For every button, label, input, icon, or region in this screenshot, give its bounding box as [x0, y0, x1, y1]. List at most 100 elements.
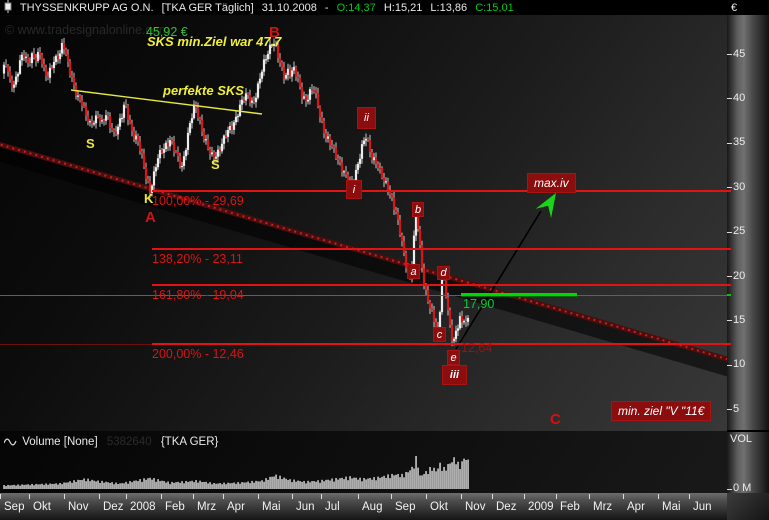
wave-box-iii[interactable]: iii: [442, 365, 467, 385]
month-label: Dez: [103, 501, 124, 513]
price-tick-label: 10: [733, 358, 746, 371]
fib-line[interactable]: [152, 284, 727, 287]
price-pane: [0, 15, 727, 431]
level-mark-tick: [727, 342, 731, 345]
fib-line[interactable]: [152, 189, 727, 192]
month-label: Feb: [165, 501, 185, 513]
sks-target-text[interactable]: SKS min.Ziel war 47,7: [147, 34, 282, 49]
wave-box-a[interactable]: a: [407, 264, 420, 279]
fib-label[interactable]: 138,20% - 23,11: [152, 251, 243, 266]
level-mark-tick: [727, 294, 731, 297]
month-label: 2009: [528, 501, 554, 513]
price-tick: [727, 409, 732, 411]
month-tick: [161, 494, 162, 499]
price-axis[interactable]: 5 10 15 20 25 30 35 40 45: [727, 0, 769, 493]
month-label: Okt: [33, 501, 51, 513]
price-tick: [727, 98, 732, 100]
volume-zero-tick: [727, 489, 732, 490]
volume-zero-label: 0 M: [733, 482, 752, 494]
month-label: Sep: [395, 501, 416, 513]
fib-label[interactable]: 200,00% - 12,46: [152, 346, 244, 361]
close-value: C:15,01: [475, 2, 514, 14]
fib-line[interactable]: [152, 247, 727, 250]
month-tick: [658, 494, 659, 499]
wave-box-d[interactable]: d: [437, 266, 450, 280]
open-value: O:14,37: [336, 2, 376, 14]
month-tick: [321, 494, 322, 499]
month-tick: [126, 494, 127, 499]
marker-letter-s[interactable]: S: [86, 136, 95, 151]
axis-corner: [727, 493, 769, 520]
level-mark-tick: [727, 284, 731, 287]
level-mark-tick: [727, 189, 731, 192]
price-tick-label: 40: [733, 91, 746, 104]
min-target-box[interactable]: min. ziel "V "11€: [611, 401, 712, 421]
month-label: Jun: [693, 501, 712, 513]
green-level-line[interactable]: [0, 295, 727, 297]
month-tick: [99, 494, 100, 499]
marker-letter-s[interactable]: S: [211, 157, 220, 172]
month-tick: [492, 494, 493, 499]
fib-label[interactable]: 100,00% - 29,69: [152, 193, 244, 208]
price-tick-label: 20: [733, 269, 746, 282]
month-label: Mrz: [197, 501, 217, 513]
month-tick: [64, 494, 65, 499]
volume-symbol: {TKA GER}: [160, 436, 219, 448]
month-tick: [258, 494, 259, 499]
month-tick: [193, 494, 194, 499]
wave-box-e[interactable]: e: [447, 350, 460, 365]
month-tick: [524, 494, 525, 499]
price-tick-label: 30: [733, 180, 746, 193]
month-label: Dez: [496, 501, 517, 513]
month-tick: [623, 494, 624, 499]
month-label: Okt: [430, 501, 448, 513]
fib-line[interactable]: [152, 342, 727, 345]
month-tick: [461, 494, 462, 499]
month-label: Nov: [68, 501, 89, 513]
month-label: Apr: [227, 501, 245, 513]
month-tick: [358, 494, 359, 499]
wave-box-i[interactable]: i: [346, 180, 362, 199]
month-label: Apr: [627, 501, 645, 513]
volume-axis-label: VOL: [730, 433, 753, 445]
price-tick: [727, 187, 732, 189]
high-price-label[interactable]: 45,92 €: [146, 25, 188, 39]
month-tick: [426, 494, 427, 499]
axis-divider: [727, 430, 769, 432]
wave-box-ii[interactable]: ii: [357, 107, 376, 129]
month-label: Jun: [296, 501, 315, 513]
low-price-label[interactable]: 12,64: [461, 341, 493, 355]
max-iv-box[interactable]: max.iv: [527, 173, 576, 193]
marker-letter-c[interactable]: C: [550, 411, 561, 428]
volume-header: Volume [None] 5382640 {TKA GER}: [3, 436, 404, 450]
time-axis[interactable]: Sep Okt Nov Dez 2008 Feb Mrz Apr Mai Jun Jul Aug Sep…: [0, 493, 727, 520]
marker-letter-b[interactable]: B: [269, 24, 280, 41]
month-label: Aug: [362, 501, 383, 513]
volume-indicator-label[interactable]: Volume [None]: [22, 436, 98, 448]
month-label: Nov: [465, 501, 486, 513]
separator: -: [324, 2, 329, 14]
instrument-context: [TKA GER Täglich]: [161, 2, 254, 14]
fib-label[interactable]: 161,80% - 19,04: [152, 288, 244, 303]
month-tick: [589, 494, 590, 499]
price-tick: [727, 231, 732, 233]
month-tick: [689, 494, 690, 499]
currency-label: €: [731, 2, 738, 14]
price-tick: [727, 276, 732, 278]
instrument-name: THYSSENKRUPP AG O.N.: [19, 2, 154, 14]
green-level-label[interactable]: 17,90: [463, 297, 495, 311]
marker-letter-a[interactable]: A: [145, 209, 156, 226]
marker-letter-k[interactable]: K: [144, 191, 154, 206]
title-bar: THYSSENKRUPP AG O.N. [TKA GER Täglich] 3…: [0, 0, 769, 15]
neckline-label[interactable]: perfekte SKS: [163, 83, 244, 98]
month-label: Jul: [325, 501, 340, 513]
month-tick: [29, 494, 30, 499]
fib-line-extension: [0, 343, 152, 345]
price-tick-label: 45: [733, 47, 746, 60]
month-tick: [292, 494, 293, 499]
level-mark-tick: [727, 247, 731, 250]
wave-box-c[interactable]: c: [433, 327, 446, 342]
wave-box-b[interactable]: b: [412, 202, 424, 217]
month-label: Sep: [4, 501, 25, 513]
